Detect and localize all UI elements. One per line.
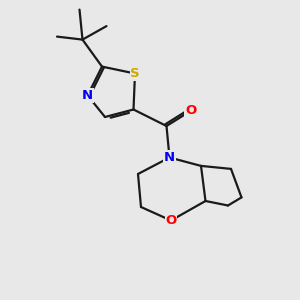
Text: O: O <box>185 104 196 118</box>
Text: S: S <box>130 67 140 80</box>
Text: O: O <box>165 214 177 227</box>
Text: N: N <box>82 89 93 102</box>
Text: N: N <box>164 151 175 164</box>
